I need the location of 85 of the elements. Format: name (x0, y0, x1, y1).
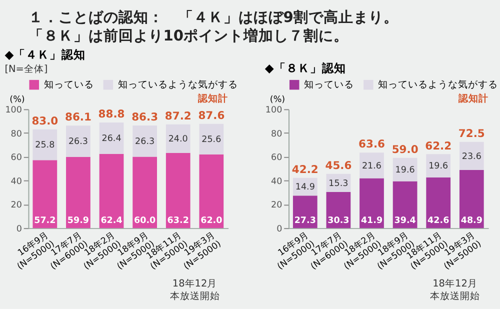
bar (32, 129, 58, 160)
y-axis-title: (%) (270, 94, 286, 105)
y-tick-label: 40 (10, 176, 22, 187)
y-tick-label: 60 (271, 153, 282, 164)
legend-label: 知っている (44, 78, 94, 91)
bar (459, 170, 484, 228)
y-tick-label: 60 (10, 153, 22, 164)
data-label: 27.3 (294, 216, 316, 226)
bar (426, 177, 451, 228)
total-label: 87.2 (164, 110, 192, 123)
bar (99, 154, 124, 228)
data-label: 19.6 (428, 162, 449, 172)
data-label: 19.6 (395, 166, 416, 176)
data-label: 26.3 (135, 137, 155, 148)
y-tick-label: 100 (5, 106, 22, 116)
total-label: 86.1 (64, 110, 92, 124)
y-tick-label: 20 (10, 200, 22, 211)
y-tick-label: 0 (276, 224, 282, 234)
data-label: 26.3 (68, 137, 88, 148)
text: １．ことばの認知： 「４Ｋ」はほぼ9割で高止まり。 (28, 8, 398, 26)
data-label: 48.9 (460, 216, 482, 226)
data-label: 30.3 (328, 216, 350, 226)
bar (166, 124, 190, 153)
chart-title: ◆「８Ｋ」認知 (264, 61, 346, 76)
legend-label: 知っている (304, 78, 354, 91)
total-label: 86.3 (132, 110, 158, 124)
bar (66, 156, 90, 228)
total-label: 63.6 (358, 138, 385, 151)
bar (132, 125, 157, 157)
legend-label: 知っているような気がする (118, 78, 238, 91)
y-tick-label: 40 (271, 176, 282, 187)
text: 「８Ｋ」は前回より10ポイント増加し７割に。 (28, 26, 349, 44)
y-axis-title: (%) (10, 94, 25, 105)
data-label: 62.4 (100, 216, 122, 226)
data-label: 24.0 (168, 134, 188, 145)
total-label: 59.0 (392, 143, 418, 156)
bar (66, 126, 90, 157)
text: 認知計 (197, 92, 228, 104)
bar (199, 124, 224, 154)
total-label: 87.6 (198, 109, 225, 122)
total-label: 72.5 (458, 127, 485, 140)
total-label: 83.0 (32, 114, 58, 128)
text: 本放送開始 (430, 290, 480, 302)
total-label: 62.2 (425, 139, 452, 152)
bar (360, 152, 384, 178)
bar (99, 122, 124, 154)
data-label: 14.9 (295, 182, 315, 193)
bar (199, 154, 224, 228)
data-label: 23.6 (462, 152, 482, 162)
chart-title: ◆「４Ｋ」認知 (4, 47, 86, 62)
text: 本放送開始 (170, 290, 220, 302)
data-label: 57.2 (34, 216, 56, 226)
text: 18年12月 (432, 278, 478, 290)
data-label: 25.6 (202, 135, 222, 146)
data-label: 60.0 (134, 216, 156, 226)
data-label: 41.9 (360, 216, 383, 226)
data-label: 62.0 (200, 216, 222, 226)
total-label: 45.6 (325, 158, 352, 172)
data-label: 25.8 (35, 140, 55, 151)
y-tick-label: 80 (10, 129, 22, 140)
data-label: 26.4 (102, 134, 122, 144)
bar (360, 178, 384, 228)
text: 18年12月 (172, 278, 218, 290)
chart-subtitle: [N=全体] (4, 63, 48, 76)
y-tick-label: 80 (271, 129, 282, 140)
total-label: 88.8 (98, 108, 125, 121)
y-tick-label: 100 (265, 106, 282, 116)
bar (166, 152, 190, 228)
bar (392, 181, 418, 228)
y-tick-label: 0 (16, 224, 22, 234)
text: 認知計 (457, 92, 488, 104)
data-label: 39.4 (394, 216, 416, 226)
data-label: 63.2 (167, 216, 189, 226)
bar (32, 160, 58, 228)
y-tick-label: 20 (271, 200, 282, 211)
bar (132, 156, 157, 228)
data-label: 21.6 (362, 161, 382, 172)
total-label: 42.2 (292, 163, 318, 176)
data-label: 15.3 (328, 178, 348, 189)
bar (292, 196, 318, 228)
legend-label: 知っているような気がする (378, 78, 498, 91)
bar (426, 154, 451, 178)
data-label: 42.6 (428, 216, 450, 226)
bar (459, 142, 484, 170)
data-label: 59.9 (67, 216, 90, 226)
